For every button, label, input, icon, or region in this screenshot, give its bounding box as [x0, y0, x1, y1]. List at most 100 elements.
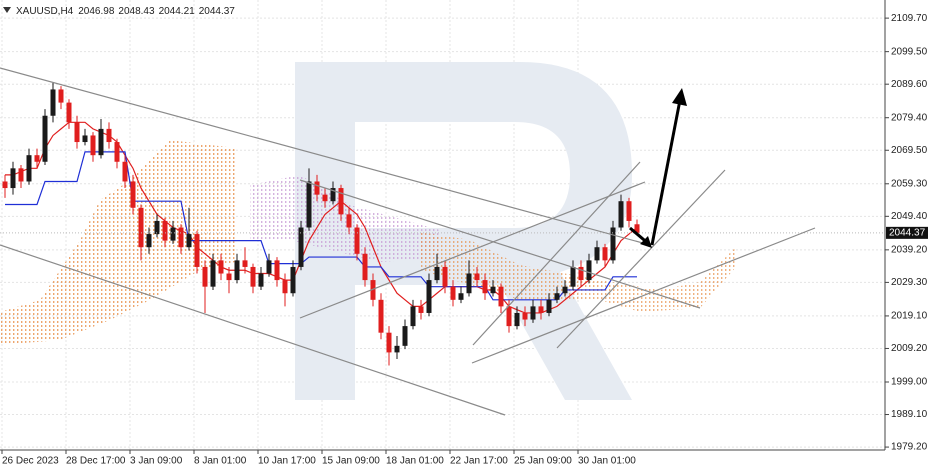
candle-body [362, 253, 368, 281]
candle-body [538, 306, 544, 313]
candle-body [90, 135, 96, 156]
candle-body [570, 266, 576, 287]
candle-body [162, 220, 168, 241]
candle-body [322, 194, 328, 202]
y-tick-label: 2059.30 [891, 178, 928, 189]
candle-body [386, 332, 392, 353]
candle-body [266, 260, 272, 274]
candle-body [34, 155, 40, 162]
candle-body [514, 312, 520, 327]
y-tick-label: 2109.70 [891, 13, 928, 24]
candle-body [610, 227, 616, 261]
cloud [250, 175, 440, 262]
trend-line [471, 227, 816, 364]
candle-body [498, 286, 504, 307]
arrowhead [672, 88, 687, 106]
indicator-line [5, 151, 637, 301]
candle-body [258, 273, 264, 287]
candle-body [202, 266, 208, 287]
candle-body [530, 306, 536, 320]
candle-body [106, 128, 112, 143]
x-tick-label: 25 Jan 09:00 [514, 456, 572, 467]
candle-body [426, 280, 432, 313]
candle-body [306, 181, 312, 228]
trend-line [299, 181, 646, 319]
candle-body [458, 293, 464, 300]
candle-body [330, 188, 336, 202]
candle-body [26, 155, 32, 182]
arrowhead [640, 236, 652, 248]
y-tick-label: 2039.20 [891, 244, 928, 255]
price-label: 2044.37 [889, 227, 926, 238]
x-tick-label: 28 Dec 17:00 [66, 456, 126, 467]
x-tick-label: 15 Jan 09:00 [322, 456, 380, 467]
trend-line [299, 179, 701, 309]
candle-body [10, 168, 16, 189]
candle-body [138, 207, 144, 248]
candle-body [170, 227, 176, 241]
candle-body [218, 260, 224, 274]
candle-body [114, 142, 120, 162]
candle-body [434, 266, 440, 281]
candle-body [66, 102, 72, 123]
candle-body [474, 273, 480, 281]
candle-body [506, 306, 512, 327]
trend-line [472, 161, 641, 346]
price-label-box [886, 226, 928, 239]
candle-body [194, 234, 200, 267]
y-tick-label: 2049.40 [891, 211, 928, 222]
candle-body [554, 293, 560, 300]
symbol-icon [3, 7, 11, 13]
candle-body [370, 280, 376, 300]
candle-body [226, 273, 232, 281]
y-tick-label: 2099.50 [891, 46, 928, 57]
candle-body [234, 260, 240, 281]
y-tick-label: 2079.40 [891, 112, 928, 123]
candle-body [274, 260, 280, 281]
open-value: 2046.98 [78, 6, 115, 17]
plot [0, 82, 885, 366]
candle-body [154, 220, 160, 235]
cloud [0, 140, 235, 345]
candle-body [410, 306, 416, 327]
candle-body [378, 299, 384, 333]
x-tick-label: 10 Jan 17:00 [258, 456, 316, 467]
candle-body [346, 214, 352, 228]
candle-body [618, 201, 624, 228]
candle-body [602, 247, 608, 261]
candle-body [210, 260, 216, 287]
candle-body [146, 234, 152, 248]
candle-body [250, 266, 256, 287]
symbol: XAUUSD,H4 [16, 6, 74, 17]
candle-body [418, 306, 424, 313]
close-value: 2044.37 [199, 6, 236, 17]
candle-body [298, 227, 304, 267]
y-tick-label: 2019.10 [891, 311, 928, 322]
candle-body [634, 224, 640, 233]
y-tick-label: 2009.20 [891, 343, 928, 354]
candle-body [290, 266, 296, 294]
candle-body [314, 181, 320, 195]
y-tick-label: 1999.00 [891, 377, 928, 388]
y-tick-label: 1979.20 [891, 442, 928, 453]
candle-body [98, 128, 104, 156]
candle-body [74, 122, 80, 143]
trend-line [0, 67, 651, 246]
x-tick-label: 26 Dec 2023 [2, 456, 59, 467]
candle-body [578, 266, 584, 281]
candle-body [242, 260, 248, 267]
candle-body [82, 135, 88, 143]
candle-body [586, 260, 592, 281]
candle-body [626, 201, 632, 221]
candle-body [186, 234, 192, 248]
candle-body [354, 227, 360, 254]
y-tick-label: 1989.10 [891, 409, 928, 420]
candle-body [394, 345, 400, 353]
candle-body [282, 280, 288, 294]
candle-body [2, 181, 8, 189]
trend-line [556, 169, 726, 349]
candle-body [338, 188, 344, 215]
trend-line [0, 244, 506, 416]
y-tick-label: 2029.30 [891, 277, 928, 288]
candle-body [522, 312, 528, 320]
